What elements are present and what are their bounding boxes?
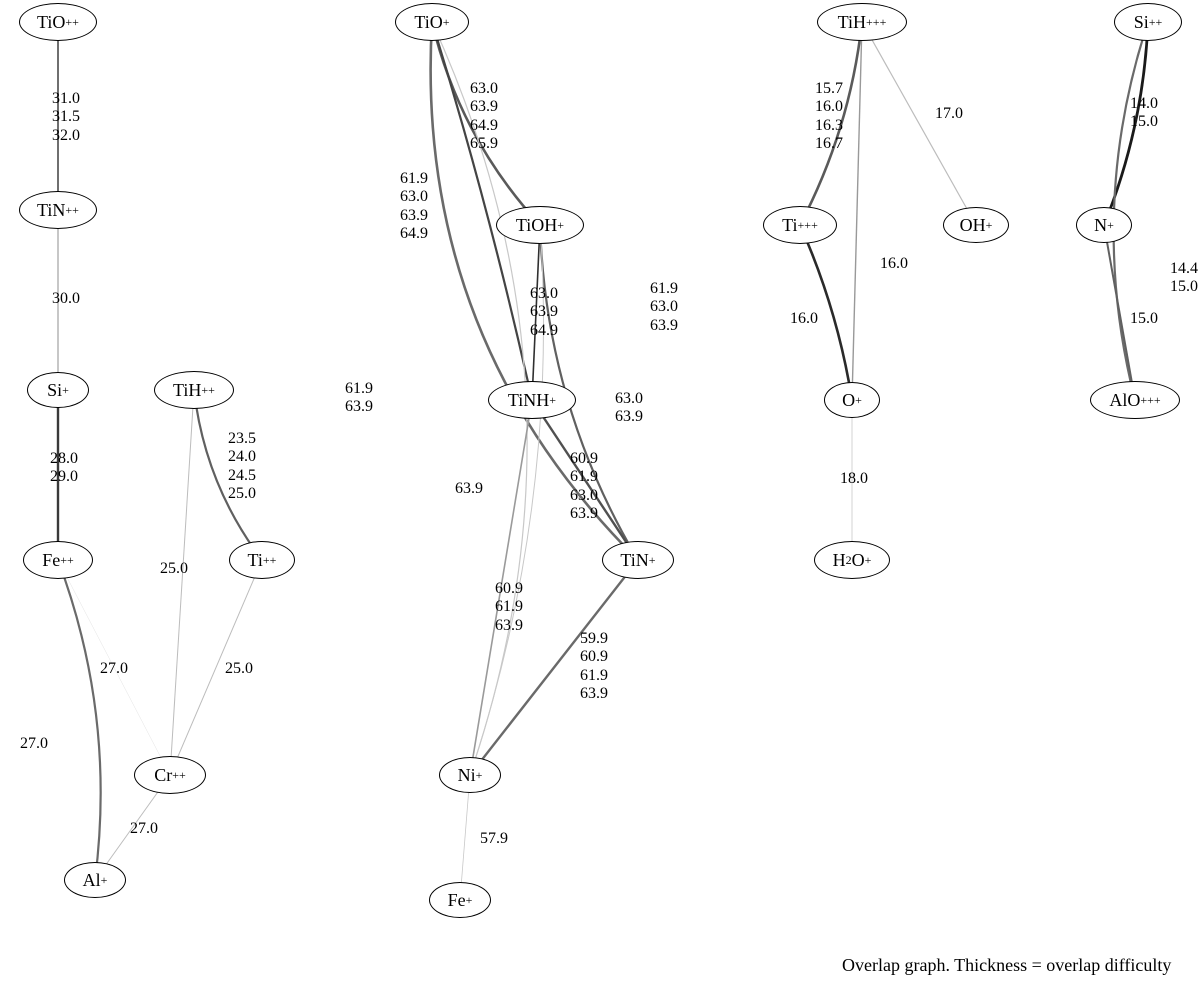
edge [862, 22, 976, 225]
node-TiH2p: TiH++ [154, 371, 234, 409]
node-O1p: O+ [824, 382, 880, 418]
edge-label: 61.9 63.0 63.9 64.9 [400, 170, 428, 244]
node-OH1p: OH+ [943, 207, 1009, 243]
edge-label: 14.4 15.0 [1170, 260, 1198, 297]
node-TiN2p: TiN++ [19, 191, 97, 229]
edge-label: 15.7 16.0 16.3 16.7 [815, 80, 843, 154]
node-Cr2p: Cr++ [134, 756, 206, 794]
edge-label: 27.0 [130, 820, 158, 838]
edge-label: 61.9 63.9 [345, 380, 373, 417]
edge-label: 60.9 61.9 63.9 [495, 580, 523, 635]
node-N1p: N+ [1076, 207, 1132, 243]
node-Si1p: Si+ [27, 372, 89, 408]
edge-label: 25.0 [160, 560, 188, 578]
node-TiO1p: TiO+ [395, 3, 469, 41]
edge-label: 61.9 63.0 63.9 [650, 280, 678, 335]
edge-label: 17.0 [935, 105, 963, 123]
edge [58, 560, 101, 880]
edge [170, 390, 194, 775]
edge-label: 63.9 [455, 480, 483, 498]
edge-label: 59.9 60.9 61.9 63.9 [580, 630, 608, 704]
node-Al1p: Al+ [64, 862, 126, 898]
node-H2O: H2O+ [814, 541, 890, 579]
overlap-graph: TiO++ TiN++ Si+ Fe++ Al+ TiH++ Ti++ Cr++ TiO+ TiO… [0, 0, 1204, 981]
node-AlO3p: AlO+++ [1090, 381, 1180, 419]
edge-label: 60.9 61.9 63.0 63.9 [570, 450, 598, 524]
edge-label: 57.9 [480, 830, 508, 848]
node-TiH3p: TiH+++ [817, 3, 907, 41]
node-Fe1p: Fe+ [429, 882, 491, 918]
edge-label: 28.0 29.0 [50, 450, 78, 487]
node-Si2p: Si++ [1114, 3, 1182, 41]
node-TiN1p: TiN+ [602, 541, 674, 579]
node-TiO2p: TiO++ [19, 3, 97, 41]
edge-label: 63.0 63.9 64.9 65.9 [470, 80, 498, 154]
node-Ni1p: Ni+ [439, 757, 501, 793]
edge-label: 16.0 [790, 310, 818, 328]
edge-label: 30.0 [52, 290, 80, 308]
edge-label: 31.0 31.5 32.0 [52, 90, 80, 145]
edge-label: 27.0 [20, 735, 48, 753]
edges-layer [0, 0, 1204, 981]
edge-label: 27.0 [100, 660, 128, 678]
caption: Overlap graph. Thickness = overlap diffi… [842, 955, 1171, 976]
node-TiNH: TiNH+ [488, 381, 576, 419]
edge-label: 23.5 24.0 24.5 25.0 [228, 430, 256, 504]
node-TiOH: TiOH+ [496, 206, 584, 244]
node-Fe2p: Fe++ [23, 541, 93, 579]
edge-label: 63.0 63.9 [615, 390, 643, 427]
node-Ti3p: Ti+++ [763, 206, 837, 244]
edge-label: 63.0 63.9 64.9 [530, 285, 558, 340]
edge-label: 14.0 15.0 [1130, 95, 1158, 132]
node-Ti2p: Ti++ [229, 541, 295, 579]
edge-label: 25.0 [225, 660, 253, 678]
edge-label: 18.0 [840, 470, 868, 488]
edge-label: 16.0 [880, 255, 908, 273]
edge-label: 15.0 [1130, 310, 1158, 328]
